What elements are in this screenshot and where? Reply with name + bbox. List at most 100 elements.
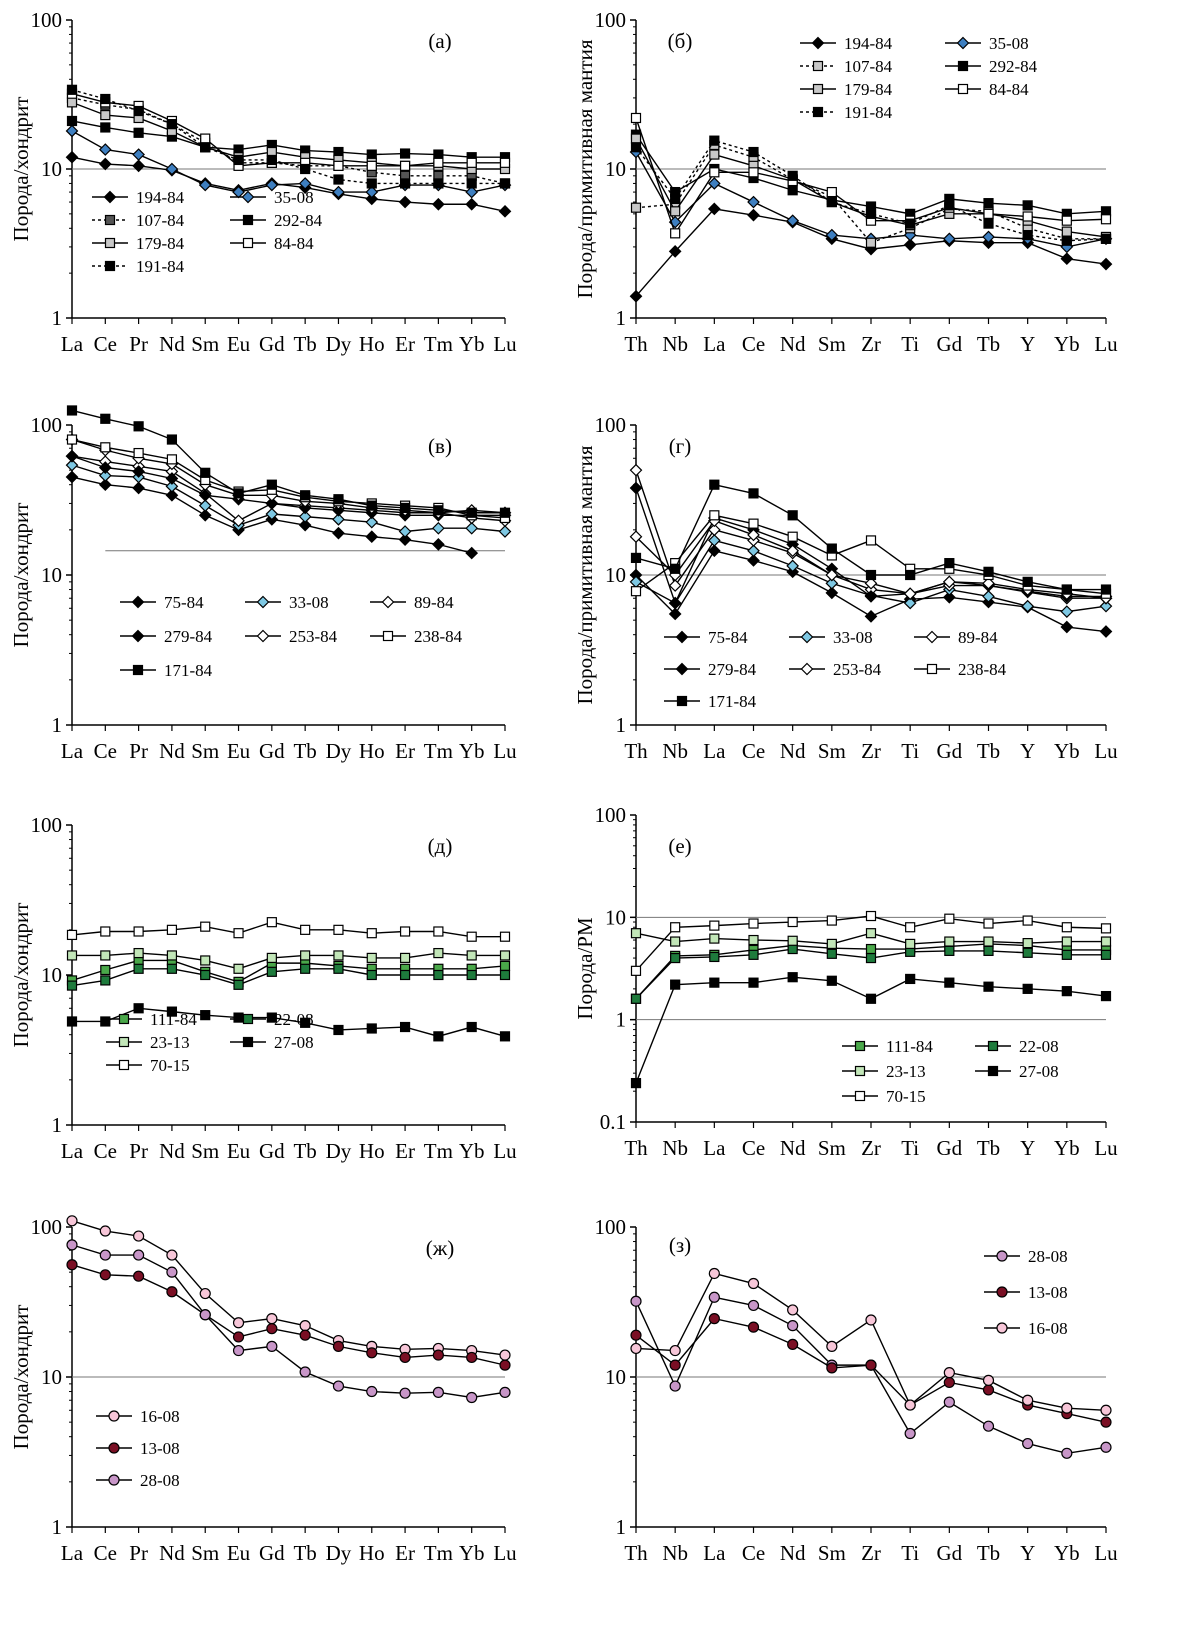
legend: 28-08 13-08 16-08 (984, 1247, 1068, 1338)
legend-label: 238-84 (958, 660, 1007, 679)
data-point (826, 1362, 838, 1374)
data-point (299, 1366, 311, 1378)
data-point (865, 993, 877, 1004)
data-point (465, 546, 479, 560)
panel-label: (a) (428, 29, 451, 53)
x-tick-label: Eu (227, 739, 251, 763)
panel-label: (б) (668, 29, 693, 53)
data-point (233, 963, 244, 974)
data-point (432, 1349, 444, 1361)
data-point (66, 1016, 78, 1027)
data-point (1100, 923, 1112, 934)
data-point (826, 938, 837, 950)
x-tick-label: Sm (818, 332, 846, 356)
x-tick-label: Tb (293, 1139, 316, 1163)
data-point (630, 1077, 642, 1089)
data-point (748, 977, 759, 988)
data-point (100, 442, 111, 453)
x-tick-label: Lu (493, 332, 517, 356)
x-tick-label: Zr (861, 1136, 881, 1160)
data-point (864, 590, 878, 603)
data-point (942, 232, 956, 246)
data-point (499, 969, 511, 981)
data-point (905, 218, 916, 229)
data-point (865, 208, 877, 219)
data-point (399, 1021, 411, 1033)
data-point (65, 470, 79, 484)
data-point (466, 1351, 478, 1364)
legend-marker (996, 1250, 1008, 1262)
data-point (1061, 1447, 1073, 1459)
x-tick-label: Pr (129, 1139, 148, 1163)
x-tick-label: Yb (459, 1541, 485, 1565)
data-point (944, 558, 955, 569)
data-point (748, 518, 759, 529)
data-point (1061, 215, 1072, 226)
data-point (983, 566, 994, 577)
legend-label: 279-84 (708, 660, 757, 679)
data-point (709, 977, 720, 988)
data-point (399, 502, 411, 514)
data-point (630, 586, 642, 597)
data-point (944, 945, 955, 956)
data-point (748, 488, 759, 499)
legend-marker (242, 1013, 254, 1025)
series-line (71, 97, 506, 185)
series-171-84 (66, 405, 511, 518)
legend-label: 253-84 (289, 627, 338, 646)
y-tick-label: 10 (41, 563, 62, 587)
data-point (708, 1313, 720, 1325)
data-point (668, 245, 682, 258)
data-point (787, 1338, 799, 1350)
legend: 111-84 22-08 23-13 27-08 70-15 (842, 1037, 1059, 1106)
x-tick-label: Dy (326, 739, 352, 763)
data-point (709, 135, 720, 146)
data-point (333, 174, 344, 185)
legend-marker (242, 1036, 254, 1048)
data-point (300, 163, 311, 175)
data-point (709, 167, 720, 178)
data-point (982, 576, 995, 590)
x-tick-label: Eu (227, 1139, 251, 1163)
data-point (133, 447, 144, 459)
y-tick-label: 1 (52, 713, 63, 737)
data-point (133, 105, 144, 117)
x-tick-label: La (61, 332, 84, 356)
y-tick-label: 100 (31, 813, 63, 837)
data-point (366, 160, 377, 171)
chart-panel-7: 1 10 100 La Ce Pr Nd Sm Eu Gd Tb Dy Ho Er Tm Yb Lu Порода… (9, 1215, 517, 1565)
data-point (100, 93, 111, 105)
data-point (1100, 584, 1112, 595)
data-point (98, 461, 112, 474)
data-point (747, 1299, 760, 1312)
data-point (1022, 947, 1033, 958)
data-point (166, 1249, 178, 1261)
series-292-84 (630, 129, 1112, 219)
data-point (747, 1321, 760, 1333)
x-tick-label: Ce (94, 332, 117, 356)
legend-label: 70-15 (150, 1056, 190, 1075)
data-point (399, 926, 411, 937)
x-tick-label: Tb (977, 1136, 1000, 1160)
data-point (165, 162, 179, 176)
data-point (747, 554, 760, 567)
data-point (332, 512, 345, 526)
x-tick-label: Nd (159, 332, 185, 356)
data-point (499, 507, 511, 518)
data-point (903, 596, 917, 610)
data-point (905, 569, 916, 581)
data-point (1022, 200, 1033, 211)
data-point (266, 1313, 278, 1325)
legend-marker (118, 1013, 130, 1025)
x-tick-label: Ho (359, 332, 385, 356)
data-point (433, 1031, 444, 1042)
legend-marker (382, 630, 394, 642)
data-point (266, 479, 277, 490)
data-point (1100, 233, 1112, 244)
data-point (1099, 257, 1113, 271)
y-tick-label: 10 (605, 157, 626, 181)
data-point (1060, 605, 1074, 618)
x-tick-label: Pr (129, 332, 148, 356)
y-tick-label: 1 (616, 1515, 627, 1539)
data-point (629, 289, 643, 303)
